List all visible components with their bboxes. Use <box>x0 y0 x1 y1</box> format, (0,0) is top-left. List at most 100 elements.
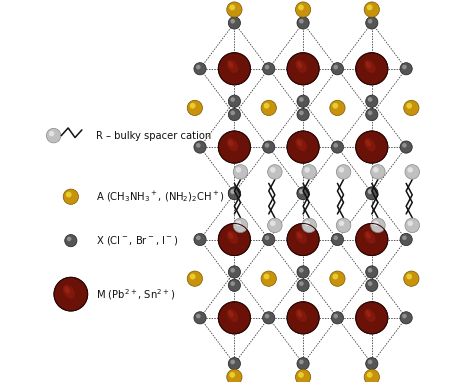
Circle shape <box>295 2 311 17</box>
Circle shape <box>365 95 378 107</box>
Circle shape <box>233 218 248 233</box>
Circle shape <box>297 95 309 107</box>
Circle shape <box>368 19 373 24</box>
Circle shape <box>400 312 412 324</box>
Circle shape <box>371 218 385 233</box>
Circle shape <box>368 189 373 194</box>
Circle shape <box>365 187 378 199</box>
Ellipse shape <box>228 62 234 68</box>
Circle shape <box>299 97 304 102</box>
Circle shape <box>263 312 275 324</box>
Circle shape <box>270 220 275 226</box>
Circle shape <box>331 63 344 75</box>
Ellipse shape <box>227 231 238 244</box>
Circle shape <box>368 110 373 115</box>
Circle shape <box>261 100 276 115</box>
Circle shape <box>367 5 373 10</box>
Circle shape <box>356 131 388 163</box>
Circle shape <box>196 314 201 319</box>
Circle shape <box>228 187 240 199</box>
Circle shape <box>333 235 338 240</box>
Circle shape <box>368 189 373 194</box>
Ellipse shape <box>365 140 371 146</box>
Circle shape <box>299 268 304 273</box>
Ellipse shape <box>297 140 302 146</box>
Circle shape <box>402 235 407 240</box>
Circle shape <box>230 189 235 194</box>
Circle shape <box>287 223 319 256</box>
Circle shape <box>333 65 338 70</box>
Circle shape <box>228 279 240 291</box>
Circle shape <box>408 220 413 226</box>
Circle shape <box>194 312 206 324</box>
Circle shape <box>264 274 270 280</box>
Circle shape <box>236 167 241 173</box>
Circle shape <box>264 103 270 108</box>
Circle shape <box>219 302 250 334</box>
Circle shape <box>264 235 269 240</box>
Circle shape <box>67 236 72 241</box>
Circle shape <box>371 165 385 179</box>
Circle shape <box>219 131 250 163</box>
Text: M (Pb$^{2+}$, Sn$^{2+}$): M (Pb$^{2+}$, Sn$^{2+}$) <box>96 287 175 301</box>
Circle shape <box>187 100 202 115</box>
Circle shape <box>297 279 309 291</box>
Circle shape <box>268 165 282 179</box>
Circle shape <box>365 188 378 200</box>
Ellipse shape <box>295 309 307 322</box>
Circle shape <box>405 218 419 233</box>
Circle shape <box>229 372 235 378</box>
Circle shape <box>299 359 304 364</box>
Circle shape <box>336 218 351 233</box>
Circle shape <box>299 189 304 194</box>
Circle shape <box>304 220 310 226</box>
Ellipse shape <box>365 62 371 68</box>
Ellipse shape <box>364 60 375 73</box>
Circle shape <box>228 266 240 278</box>
Text: R – bulky spacer cation: R – bulky spacer cation <box>96 131 211 141</box>
Circle shape <box>230 189 235 194</box>
Circle shape <box>287 53 319 85</box>
Circle shape <box>339 220 344 226</box>
Circle shape <box>219 223 250 256</box>
Circle shape <box>194 233 206 246</box>
Circle shape <box>187 271 202 286</box>
Circle shape <box>230 110 235 115</box>
Circle shape <box>268 218 282 233</box>
Ellipse shape <box>364 138 375 151</box>
Circle shape <box>373 167 379 173</box>
Circle shape <box>295 369 311 382</box>
Circle shape <box>297 187 309 199</box>
Circle shape <box>402 65 407 70</box>
Circle shape <box>368 268 373 273</box>
Circle shape <box>406 274 412 280</box>
Circle shape <box>297 266 309 278</box>
Ellipse shape <box>228 140 234 146</box>
Circle shape <box>408 167 413 173</box>
Circle shape <box>298 5 304 10</box>
Circle shape <box>365 108 378 121</box>
Circle shape <box>331 312 344 324</box>
Ellipse shape <box>364 309 375 322</box>
Circle shape <box>228 188 240 200</box>
Circle shape <box>402 314 407 319</box>
Circle shape <box>400 141 412 153</box>
Circle shape <box>368 359 373 364</box>
Circle shape <box>333 314 338 319</box>
Text: A (CH$_3$NH$_3$$^+$, (NH$_2$)$_2$CH$^+$): A (CH$_3$NH$_3$$^+$, (NH$_2$)$_2$CH$^+$) <box>96 189 225 204</box>
Circle shape <box>236 220 241 226</box>
Circle shape <box>364 2 379 17</box>
Circle shape <box>331 233 344 246</box>
Circle shape <box>332 274 338 280</box>
Circle shape <box>365 279 378 291</box>
Circle shape <box>264 314 269 319</box>
Circle shape <box>196 143 201 148</box>
Circle shape <box>298 372 304 378</box>
Circle shape <box>400 63 412 75</box>
Circle shape <box>302 165 317 179</box>
Circle shape <box>331 141 344 153</box>
Circle shape <box>333 143 338 148</box>
Ellipse shape <box>365 311 371 317</box>
Circle shape <box>194 63 206 75</box>
Ellipse shape <box>297 232 302 239</box>
